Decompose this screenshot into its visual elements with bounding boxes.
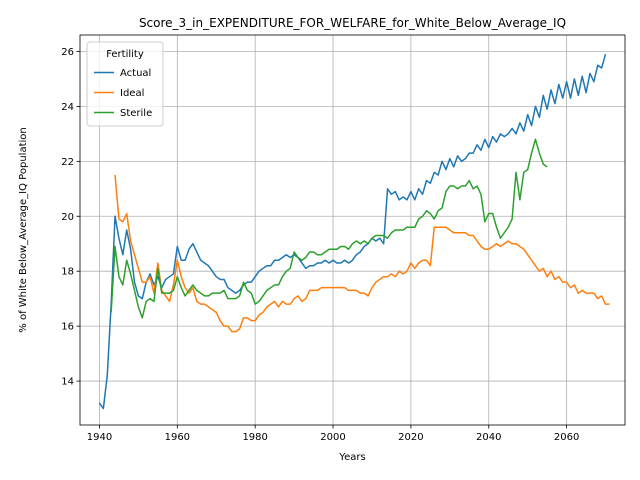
y-tick-label: 18 — [61, 267, 74, 278]
y-axis-label: % of White Below_Average_IQ Population — [18, 127, 29, 332]
legend-title: Fertility — [106, 49, 144, 60]
legend: Fertility Actual Ideal Sterile — [86, 41, 164, 127]
y-tick-label: 24 — [61, 102, 74, 113]
x-axis-label: Years — [338, 452, 365, 463]
legend-label-ideal: Ideal — [120, 88, 144, 99]
x-tick-label: 2040 — [476, 432, 501, 443]
series-line-actual — [98, 54, 607, 410]
x-tick-label: 2060 — [554, 432, 579, 443]
x-tick-label: 1980 — [242, 432, 267, 443]
x-tick-label: 2020 — [398, 432, 423, 443]
ticks: 1940 1960 1980 2000 2020 2040 2060 14 16 18 20 22 24… — [61, 47, 579, 443]
chart-title: Score_3_in_EXPENDITURE_FOR_WELFARE_for_W… — [139, 16, 566, 30]
y-tick-label: 20 — [61, 212, 74, 223]
y-tick-label: 26 — [61, 47, 74, 58]
y-tick-label: 22 — [61, 157, 74, 168]
y-tick-label: 16 — [61, 322, 74, 333]
x-tick-label: 1960 — [165, 432, 190, 443]
legend-label-sterile: Sterile — [120, 108, 152, 119]
legend-label-actual: Actual — [120, 68, 151, 79]
plot-frame — [79, 34, 626, 426]
grid — [80, 35, 625, 425]
legend-box — [86, 41, 164, 127]
y-tick-label: 14 — [61, 377, 74, 388]
series-layer — [98, 54, 610, 410]
series-line-sterile — [110, 138, 548, 319]
series-line-ideal — [114, 175, 610, 333]
x-tick-label: 2000 — [320, 432, 345, 443]
x-tick-label: 1940 — [87, 432, 112, 443]
